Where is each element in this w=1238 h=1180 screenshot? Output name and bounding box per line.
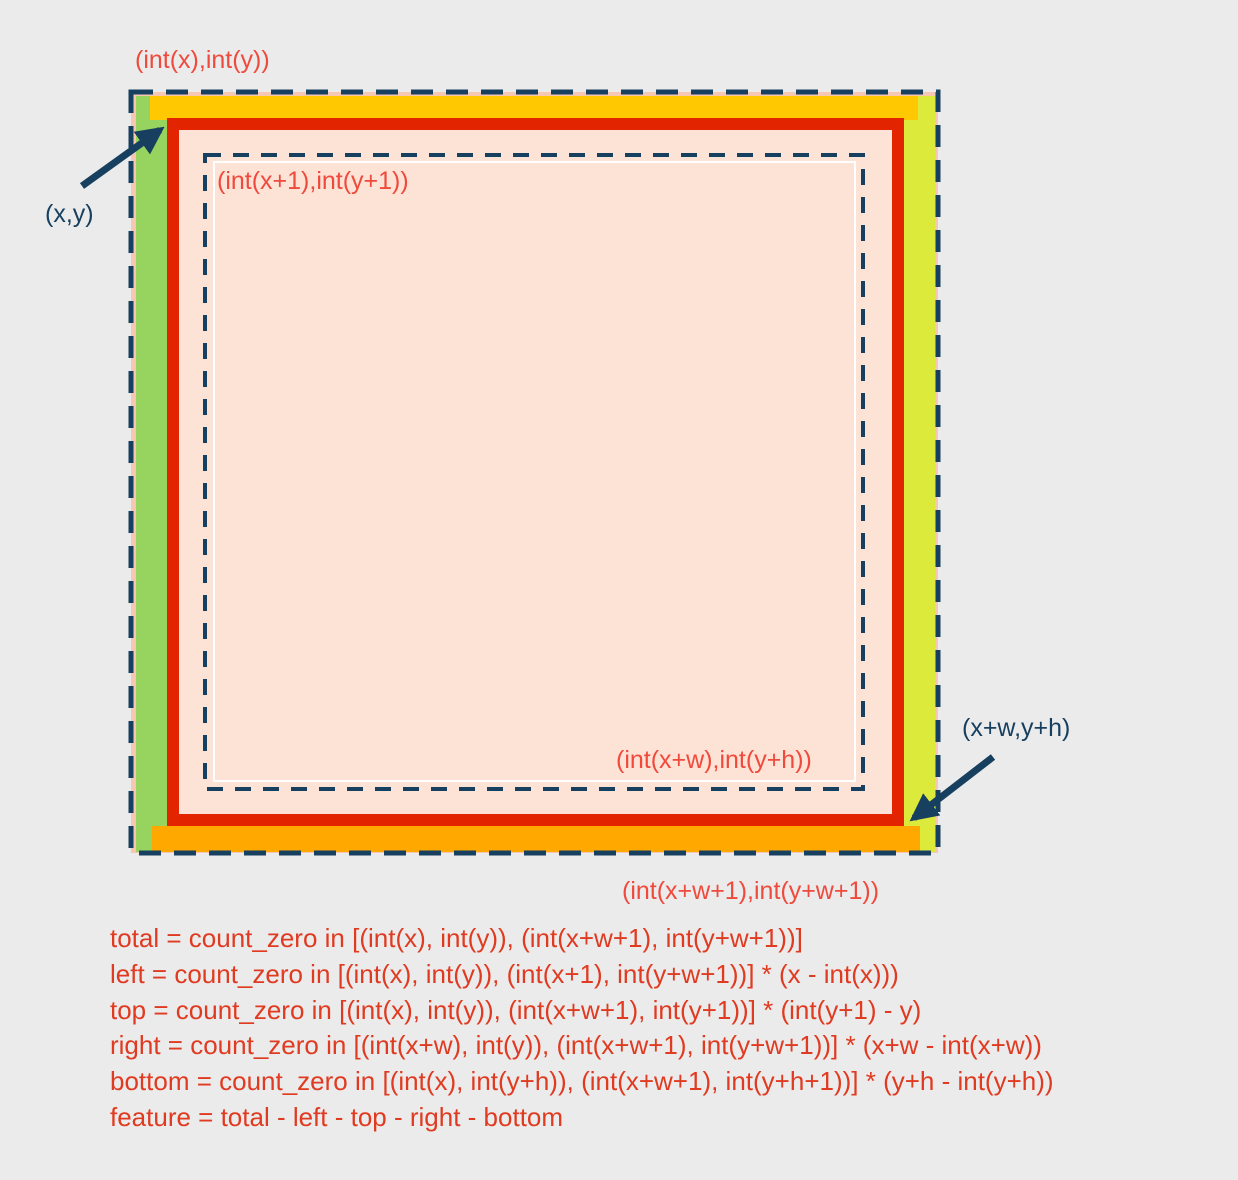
formula-list: total = count_zero in [(int(x), int(y)),… [110, 921, 1054, 1136]
bottom-strip [152, 826, 920, 852]
right-strip [903, 96, 935, 852]
formula-bottom: bottom = count_zero in [(int(x), int(y+h… [110, 1066, 1054, 1097]
xwyh-label: (x+w,y+h) [962, 714, 1071, 742]
xwyh-arrow [909, 754, 996, 822]
outer-int-corner-label: (int(x),int(y)) [135, 46, 270, 74]
formula-feature: feature = total - left - top - right - b… [110, 1101, 564, 1132]
inner-white-outline [213, 161, 856, 782]
formula-top: top = count_zero in [(int(x), int(y)), (… [110, 994, 922, 1025]
inner-br-int-label: (int(x+w),int(y+h)) [616, 746, 812, 774]
formula-left: left = count_zero in [(int(x), int(y)), … [110, 958, 899, 989]
inner-int-corner-label: (int(x+1),int(y+1)) [217, 167, 409, 195]
xy-arrow [79, 126, 165, 189]
formula-right: right = count_zero in [(int(x+w), int(y)… [110, 1030, 1042, 1061]
top-strip [150, 96, 918, 120]
formula-total: total = count_zero in [(int(x), int(y)),… [110, 923, 803, 953]
outer-dashed-box [128, 89, 941, 856]
left-strip [136, 96, 168, 852]
xy-label: (x,y) [45, 200, 94, 228]
outer-br-int-label: (int(x+w+1),int(y+w+1)) [622, 877, 880, 905]
true-box [167, 118, 904, 826]
